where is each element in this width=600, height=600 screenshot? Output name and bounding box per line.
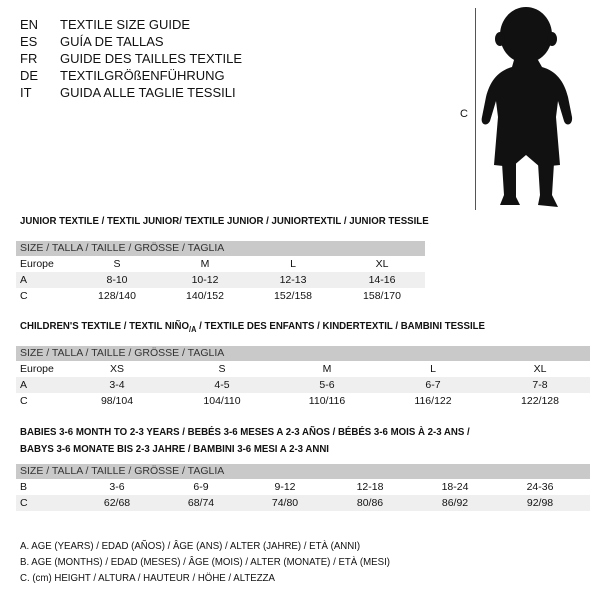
lang-code: FR bbox=[20, 51, 38, 66]
children-size-table: SIZE / TALLA / TAILLE / GRÖSSE / TAGLIA … bbox=[16, 346, 590, 409]
height-measure-label: C bbox=[460, 108, 468, 120]
cell: 116/122 bbox=[414, 395, 452, 407]
table-header: SIZE / TALLA / TAILLE / GRÖSSE / TAGLIA bbox=[16, 346, 590, 361]
legend-item: A. AGE (YEARS) / EDAD (AÑOS) / ÂGE (ANS)… bbox=[20, 540, 361, 552]
cell: 140/152 bbox=[186, 290, 224, 302]
cell: L bbox=[290, 258, 296, 270]
language-titles: EN TEXTILE SIZE GUIDE ES GUÍA DE TALLAS FR… bbox=[20, 16, 242, 101]
table-row: C 98/104 104/110 110/116 116/122 122/128 bbox=[16, 393, 590, 409]
row-label: Europe bbox=[20, 258, 54, 270]
table-row: A 3-4 4-5 5-6 6-7 7-8 bbox=[16, 377, 590, 393]
lang-code: DE bbox=[20, 68, 39, 83]
height-measure-line bbox=[475, 8, 476, 210]
babies-size-table: SIZE / TALLA / TAILLE / GRÖSSE / TAGLIA … bbox=[16, 464, 590, 511]
row-label: A bbox=[20, 379, 28, 391]
row-label: C bbox=[20, 395, 28, 407]
table-header: SIZE / TALLA / TAILLE / GRÖSSE / TAGLIA bbox=[16, 241, 425, 256]
cell: 86/92 bbox=[441, 497, 469, 509]
table-row: Europe S M L XL bbox=[16, 256, 425, 272]
row-label: C bbox=[20, 290, 28, 302]
cell: 3-4 bbox=[109, 379, 125, 391]
lang-title: GUIDA ALLE TAGLIE TESSILI bbox=[60, 85, 236, 100]
children-section-title: CHILDREN'S TEXTILE / TEXTIL NIÑO/A / TEX… bbox=[20, 320, 485, 334]
cell: XL bbox=[533, 363, 547, 375]
cell: 6-7 bbox=[425, 379, 441, 391]
title-part: / TEXTILE DES ENFANTS / KINDERTEXTIL / B… bbox=[196, 320, 485, 332]
cell: 7-8 bbox=[532, 379, 548, 391]
lang-title: GUIDE DES TAILLES TEXTILE bbox=[60, 51, 243, 66]
cell: 158/170 bbox=[363, 290, 401, 302]
lang-code: IT bbox=[20, 85, 32, 100]
cell: 4-5 bbox=[214, 379, 230, 391]
title-part: CHILDREN'S TEXTILE / TEXTIL NIÑO bbox=[20, 320, 190, 332]
cell: 68/74 bbox=[187, 497, 215, 509]
title-sub: /A bbox=[189, 325, 197, 335]
lang-title: TEXTILE SIZE GUIDE bbox=[60, 17, 191, 32]
cell: 98/104 bbox=[100, 395, 134, 407]
cell: S bbox=[113, 258, 121, 270]
cell: 12-18 bbox=[356, 481, 384, 493]
cell: 92/98 bbox=[526, 497, 554, 509]
table-row: Europe XS S M L XL bbox=[16, 361, 590, 377]
junior-section-title: JUNIOR TEXTILE / TEXTIL JUNIOR/ TEXTILE … bbox=[20, 215, 429, 227]
cell: 80/86 bbox=[356, 497, 384, 509]
child-silhouette-icon bbox=[481, 7, 573, 207]
cell: 9-12 bbox=[274, 481, 296, 493]
cell: 110/116 bbox=[308, 395, 346, 407]
cell: 12-13 bbox=[279, 274, 307, 286]
lang-code: ES bbox=[20, 34, 38, 49]
cell: 152/158 bbox=[274, 290, 312, 302]
row-label: B bbox=[20, 481, 28, 493]
legend: A. AGE (YEARS) / EDAD (AÑOS) / ÂGE (ANS)… bbox=[20, 538, 390, 586]
cell: 104/110 bbox=[203, 395, 241, 407]
row-label: C bbox=[20, 497, 28, 509]
cell: 10-12 bbox=[191, 274, 219, 286]
lang-code: EN bbox=[20, 17, 39, 32]
junior-size-table: SIZE / TALLA / TAILLE / GRÖSSE / TAGLIA … bbox=[16, 241, 425, 304]
row-label: Europe bbox=[20, 363, 54, 375]
table-row: C 128/140 140/152 152/158 158/170 bbox=[16, 288, 425, 304]
cell: 5-6 bbox=[319, 379, 335, 391]
cell: XS bbox=[109, 363, 124, 375]
cell: 128/140 bbox=[98, 290, 136, 302]
cell: 122/128 bbox=[521, 395, 559, 407]
cell: 14-16 bbox=[368, 274, 396, 286]
legend-item: C. (cm) HEIGHT / ALTURA / HAUTEUR / HÖHE… bbox=[20, 572, 275, 584]
row-label: A bbox=[20, 274, 28, 286]
cell: 6-9 bbox=[193, 481, 209, 493]
lang-title: GUÍA DE TALLAS bbox=[60, 34, 164, 49]
lang-title: TEXTILGRÖßENFÜHRUNG bbox=[60, 68, 225, 83]
babies-section-title-line2: BABYS 3-6 MONATE BIS 2-3 JAHRE / BAMBINI… bbox=[20, 443, 329, 455]
cell: 3-6 bbox=[109, 481, 125, 493]
cell: M bbox=[200, 258, 210, 270]
cell: XL bbox=[375, 258, 389, 270]
table-row: B 3-6 6-9 9-12 12-18 18-24 24-36 bbox=[16, 479, 590, 495]
table-row: A 8-10 10-12 12-13 14-16 bbox=[16, 272, 425, 288]
cell: 24-36 bbox=[526, 481, 554, 493]
cell: 74/80 bbox=[271, 497, 299, 509]
cell: 18-24 bbox=[441, 481, 469, 493]
cell: S bbox=[218, 363, 226, 375]
cell: L bbox=[430, 363, 436, 375]
cell: 8-10 bbox=[106, 274, 128, 286]
table-header: SIZE / TALLA / TAILLE / GRÖSSE / TAGLIA bbox=[16, 464, 590, 479]
legend-item: B. AGE (MONTHS) / EDAD (MESES) / ÂGE (MO… bbox=[20, 556, 390, 568]
table-row: C 62/68 68/74 74/80 80/86 86/92 92/98 bbox=[16, 495, 590, 511]
cell: 62/68 bbox=[103, 497, 131, 509]
babies-section-title: BABIES 3-6 MONTH TO 2-3 YEARS / BEBÉS 3-… bbox=[20, 426, 470, 438]
cell: M bbox=[322, 363, 332, 375]
